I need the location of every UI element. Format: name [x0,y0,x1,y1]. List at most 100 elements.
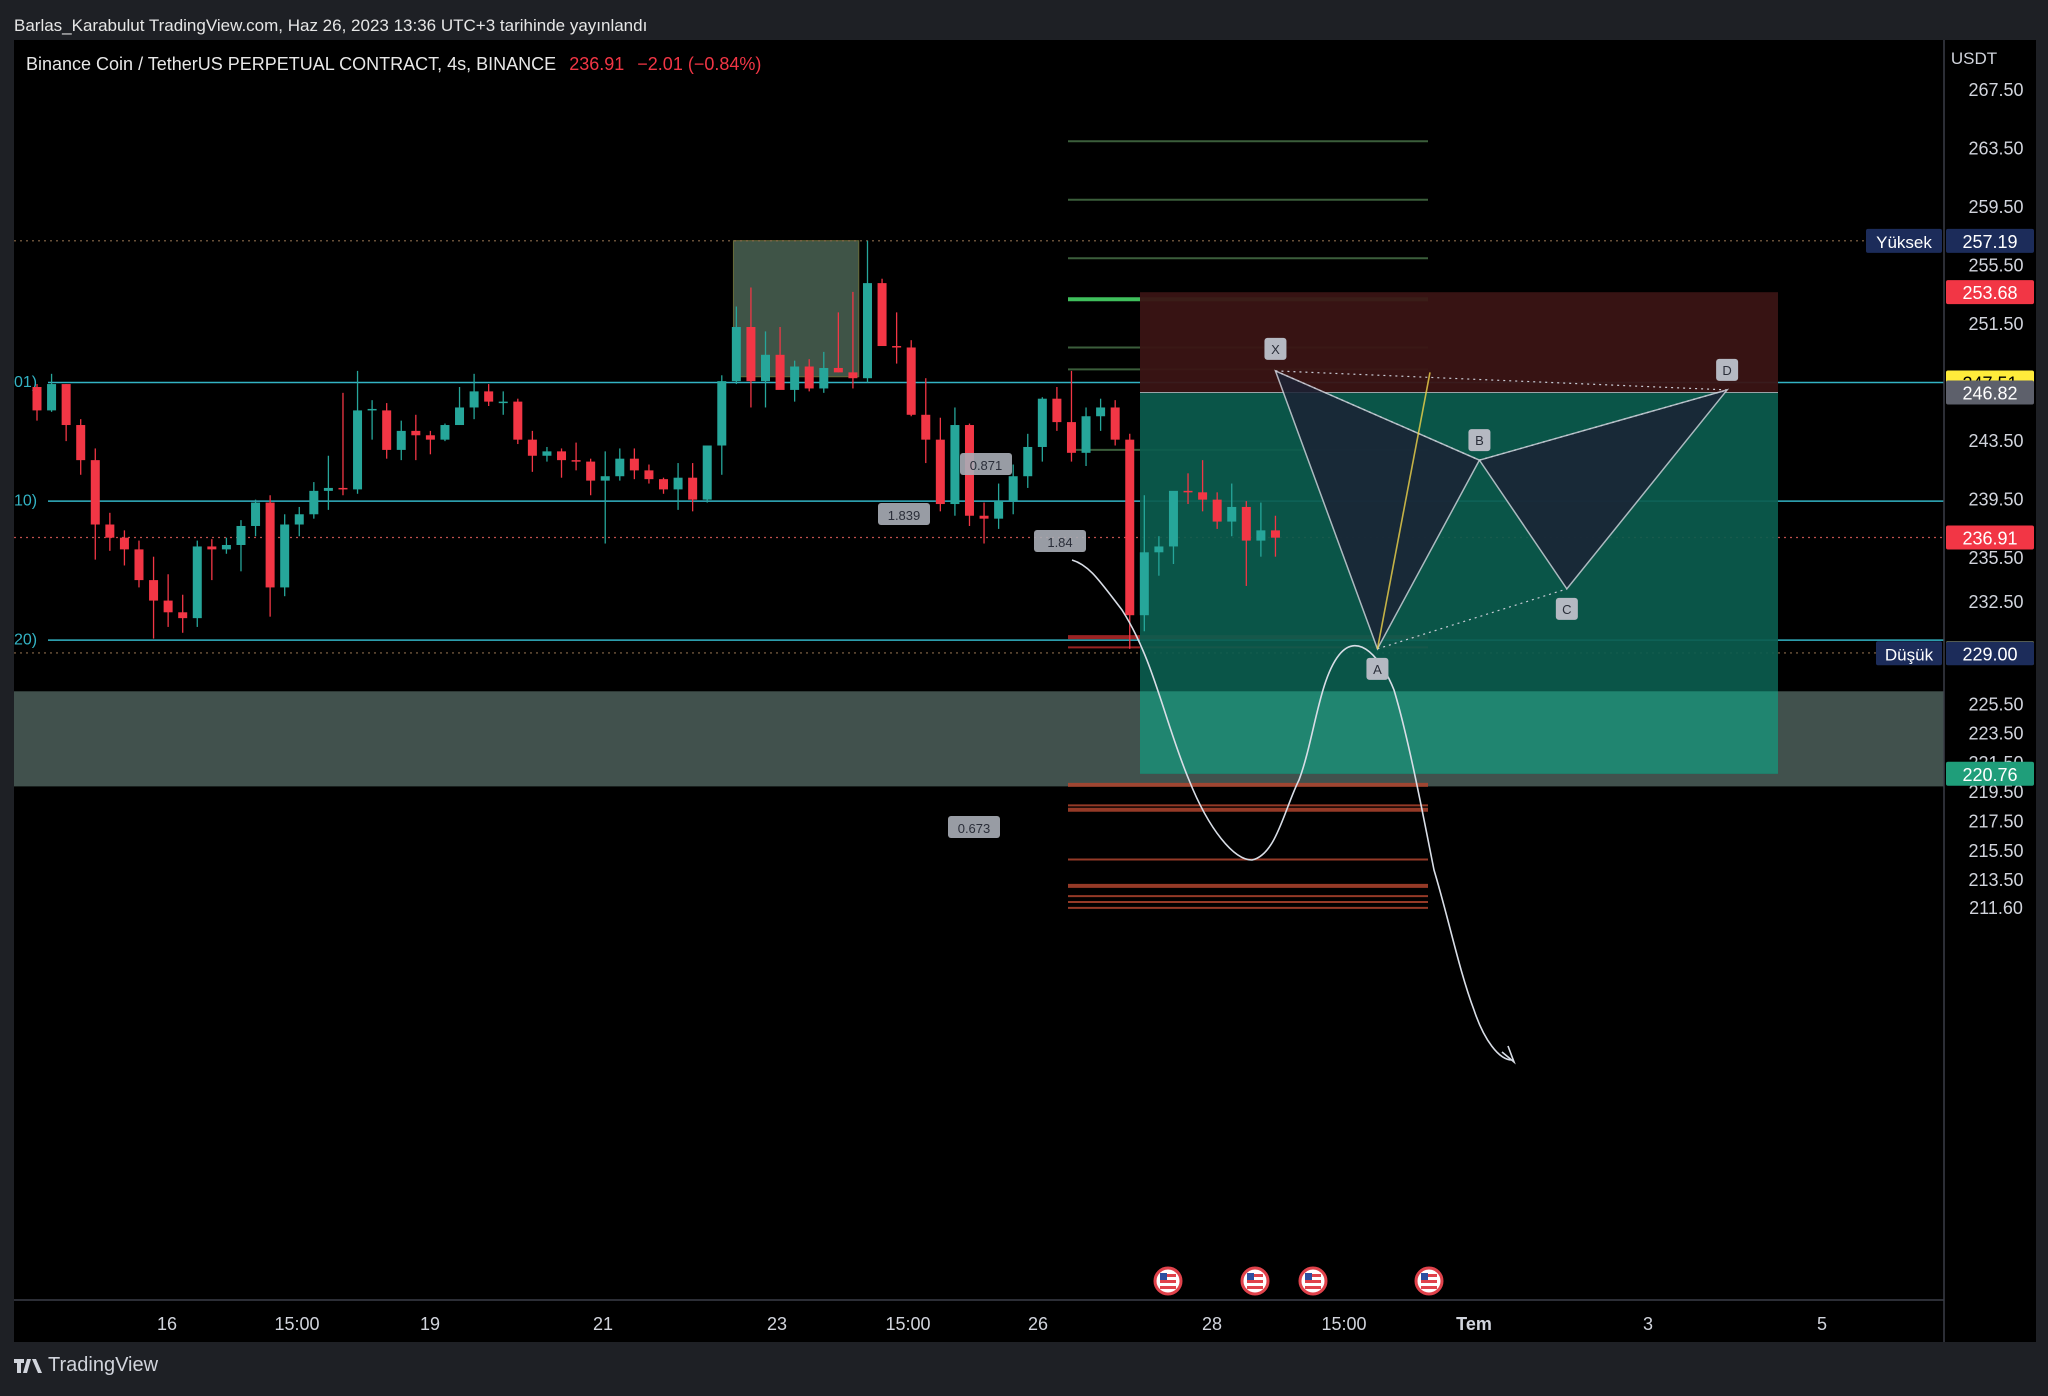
candle-body [557,451,567,461]
candle-body [280,524,290,588]
candle-body [396,430,406,450]
harmonic-point-label: B [1475,433,1484,448]
chart-area[interactable]: Binance Coin / TetherUS PERPETUAL CONTRA… [14,40,2036,1342]
candle-body [804,366,814,389]
candle-body [105,524,115,538]
symbol-legend: Binance Coin / TetherUS PERPETUAL CONTRA… [26,54,761,75]
time-tick-label: 5 [1817,1314,1827,1334]
flag-stripe [1421,1274,1437,1277]
candle-body [761,354,770,382]
price-badge: 257.19 Yüksek [1866,228,2034,253]
candle-body [1241,506,1251,541]
economic-event-us-flag-icon[interactable] [1414,1266,1444,1296]
candle-body [892,346,902,348]
candle-body [32,386,42,411]
last-price: 236.91 [569,54,625,74]
candle-body [600,476,610,481]
flag-canton [1305,1273,1312,1280]
candle-body [1212,499,1222,522]
candle-body [1066,422,1076,453]
harmonic-point-badge [1366,657,1389,680]
time-tick-label: 28 [1202,1314,1222,1334]
time-tick-label: 15:00 [1321,1314,1366,1334]
candle-body [251,502,261,526]
flag-stripe [1160,1280,1176,1283]
harmonic-point-B: B [1468,429,1491,452]
harmonic-ratio-badge: 0.871 [960,453,1012,475]
price-tick-label: 211.60 [1969,898,2023,918]
tradingview-branding[interactable]: TradingView [14,1354,158,1377]
candle-body [1037,398,1047,447]
candle-body [1198,492,1208,500]
harmonic-point-badge [1264,337,1287,360]
tradingview-logo-icon [14,1358,42,1373]
economic-event-us-flag-icon[interactable] [1240,1266,1270,1296]
time-tick-label: 19 [420,1314,440,1334]
candle-body [294,514,304,525]
harmonic-point-label: C [1562,602,1571,617]
economic-event-us-flag-icon[interactable] [1298,1266,1328,1296]
candle-body [717,381,727,446]
harmonic-ratio-line [1479,389,1728,461]
price-badge-value: 220.76 [1962,765,2017,785]
price-badge-bg [1946,761,2034,786]
harmonic-point-label: A [1373,662,1382,677]
harmonic-xab-triangle [1274,369,1481,651]
candle-body [586,461,596,481]
time-tick-label: Tem [1456,1314,1492,1334]
time-tick-label: 15:00 [885,1314,930,1334]
price-badge-bg [1946,380,2034,405]
harmonic-point-label: D [1722,363,1731,378]
price-badge-value: 253.68 [1962,283,2017,303]
candle-body [47,384,57,411]
harmonic-ratio-line [1275,370,1480,461]
economic-event-us-flag-icon[interactable] [1153,1266,1183,1296]
candle-body [119,537,129,550]
price-badge: 246.82 [1946,380,2034,405]
harmonic-point-badge [1555,597,1578,620]
candle-body [1125,439,1135,616]
candle-body [192,546,202,619]
price-tick-label: 219.50 [1968,782,2023,802]
flag-stripe [1421,1280,1437,1283]
price-badge-bg [1946,280,2034,305]
price-chart[interactable]: 01) 10) 20) X A B C D 0.871 1.839 1.84 0.673 USDT 267… [14,40,2036,1342]
candle-body [134,549,144,581]
projected-price-path [1071,559,1513,1061]
price-badge-bg [1946,641,2034,666]
candle-body [935,439,945,505]
candle-body [731,327,741,382]
candle-body [425,435,435,440]
harmonic-point-D: D [1716,358,1739,381]
price-badge-value: 257.19 [1962,232,2017,252]
price-badge-label: Düşük [1885,645,1934,664]
candle-body [659,479,669,490]
ratio-badge-text: 0.673 [958,821,991,836]
ratio-badge-text: 0.871 [970,458,1003,473]
flag-stripe [1421,1286,1437,1289]
flag-stripe [1247,1274,1263,1277]
time-tick-label: 3 [1643,1314,1653,1334]
candle-body [1081,416,1091,453]
harmonic-point-badge [1468,429,1491,452]
price-badge-label-bg [1876,641,1942,666]
candle-body [382,410,392,450]
candle-body [527,439,537,456]
candle-body [1023,446,1033,477]
time-tick-label: 21 [593,1314,613,1334]
candle-body [411,430,421,436]
candle-body [367,408,377,411]
candle-body [629,458,639,471]
price-badge-value: 246.82 [1962,384,2017,404]
candle-body [353,410,363,490]
candle-body [921,414,931,440]
ascending-trend-line [1376,372,1431,650]
currency-label: USDT [1951,49,1997,68]
candle-body [775,354,785,390]
candle-body [440,425,450,440]
candle-body [498,401,508,404]
candle-body [1110,407,1120,440]
candle-body [1052,398,1062,423]
candle-body [76,425,86,461]
price-badge-bg [1946,525,2034,550]
